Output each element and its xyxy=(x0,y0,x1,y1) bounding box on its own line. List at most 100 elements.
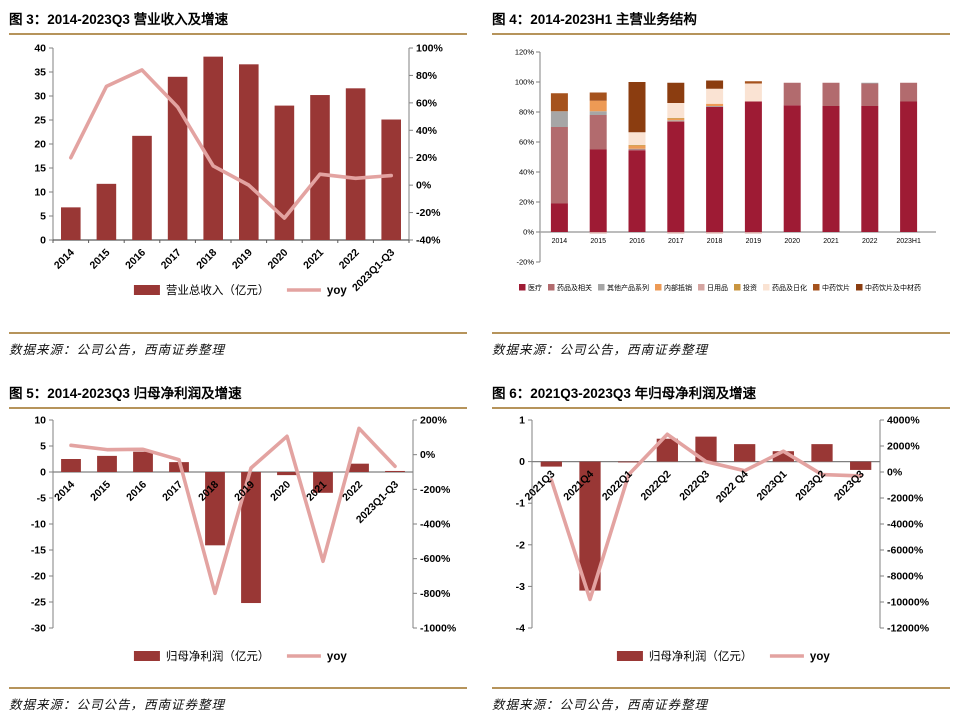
svg-text:2022Q1: 2022Q1 xyxy=(600,468,635,503)
spacer xyxy=(483,314,966,332)
svg-text:2020: 2020 xyxy=(784,238,800,245)
svg-text:-400%: -400% xyxy=(420,519,451,531)
svg-text:20%: 20% xyxy=(519,198,534,207)
svg-text:-600%: -600% xyxy=(420,553,451,565)
svg-text:80%: 80% xyxy=(416,70,438,82)
svg-text:5: 5 xyxy=(40,211,46,223)
svg-text:10: 10 xyxy=(34,187,46,199)
svg-text:-25: -25 xyxy=(31,597,46,609)
svg-text:25: 25 xyxy=(34,115,46,127)
svg-text:2018: 2018 xyxy=(707,238,723,245)
figure5-title-divider xyxy=(9,407,467,409)
figure4-panel: 图 4：2014-2023H1 主营业务结构 -20% 0% 20% 40% 60% 80… xyxy=(483,0,966,374)
svg-text:15: 15 xyxy=(34,163,46,175)
spacer xyxy=(483,678,966,687)
svg-text:2015: 2015 xyxy=(88,247,113,272)
svg-text:60%: 60% xyxy=(416,97,438,109)
svg-text:80%: 80% xyxy=(519,108,534,117)
svg-text:2014: 2014 xyxy=(52,479,77,504)
svg-text:-6000%: -6000% xyxy=(887,545,924,557)
svg-text:35: 35 xyxy=(34,67,46,79)
svg-text:-1000%: -1000% xyxy=(420,623,457,635)
svg-text:5: 5 xyxy=(40,441,46,453)
svg-text:-15: -15 xyxy=(31,545,46,557)
figure5-panel: 图 5：2014-2023Q3 归母净利润及增速 -30 -25 -20 -15 -10… xyxy=(0,374,483,721)
svg-text:200%: 200% xyxy=(420,415,448,427)
svg-text:中药饮片: 中药饮片 xyxy=(822,283,850,292)
figure5-source-divider xyxy=(9,687,467,689)
svg-text:-2: -2 xyxy=(516,539,525,551)
figure3-panel: 图 3：2014-2023Q3 营业收入及增速 0 5 10 15 20 25 30 35 40… xyxy=(0,0,483,374)
svg-text:0: 0 xyxy=(40,467,46,479)
svg-text:yoy: yoy xyxy=(327,651,347,663)
figure3-revenue-combo-chart: 0 5 10 15 20 25 30 35 40 -40% -20% 0% 20% 40% 60% 80% 10… xyxy=(34,43,444,298)
svg-text:10: 10 xyxy=(34,415,46,427)
svg-text:40%: 40% xyxy=(519,168,534,177)
svg-text:20: 20 xyxy=(34,139,46,151)
svg-text:归母净利润（亿元）: 归母净利润（亿元） xyxy=(649,649,753,663)
svg-text:日用品: 日用品 xyxy=(707,284,728,292)
svg-text:yoy: yoy xyxy=(810,651,830,663)
svg-text:1: 1 xyxy=(519,415,525,427)
figure6-title: 图 6：2021Q3-2023Q3 年归母净利润及增速 xyxy=(492,386,757,401)
svg-text:-20%: -20% xyxy=(516,258,534,267)
figure4-source-divider xyxy=(492,332,950,334)
svg-text:20%: 20% xyxy=(416,152,438,164)
svg-text:2016: 2016 xyxy=(629,238,645,245)
svg-text:-10: -10 xyxy=(31,519,46,531)
svg-text:2022 Q4: 2022 Q4 xyxy=(714,468,751,505)
svg-text:2018: 2018 xyxy=(194,247,219,272)
svg-text:-30: -30 xyxy=(31,623,46,635)
spacer xyxy=(0,314,483,332)
svg-text:-12000%: -12000% xyxy=(887,623,930,635)
svg-text:-20: -20 xyxy=(31,571,46,583)
svg-text:0%: 0% xyxy=(887,467,903,479)
svg-text:-3: -3 xyxy=(516,581,525,593)
svg-text:2022Q2: 2022Q2 xyxy=(639,468,674,503)
svg-text:-40%: -40% xyxy=(416,235,441,247)
svg-text:归母净利润（亿元）: 归母净利润（亿元） xyxy=(166,649,270,663)
svg-text:2016: 2016 xyxy=(123,247,148,272)
svg-text:-5: -5 xyxy=(37,493,46,505)
svg-text:2023Q1: 2023Q1 xyxy=(755,468,790,503)
svg-text:2017: 2017 xyxy=(160,479,185,504)
svg-text:2019: 2019 xyxy=(746,238,762,245)
svg-text:yoy: yoy xyxy=(327,285,347,297)
svg-text:2023Q2: 2023Q2 xyxy=(793,468,828,503)
svg-text:-800%: -800% xyxy=(420,588,451,600)
svg-text:30: 30 xyxy=(34,91,46,103)
svg-text:医疗: 医疗 xyxy=(528,283,542,292)
figure3-title-divider xyxy=(9,33,467,35)
figure4-title-divider xyxy=(492,33,950,35)
svg-text:0%: 0% xyxy=(416,180,432,192)
svg-text:2023H1: 2023H1 xyxy=(896,238,921,245)
svg-text:0: 0 xyxy=(40,235,46,247)
svg-text:60%: 60% xyxy=(519,138,534,147)
svg-text:2020: 2020 xyxy=(268,479,293,504)
svg-text:2014: 2014 xyxy=(52,247,77,272)
svg-text:中药饮片及中材药: 中药饮片及中材药 xyxy=(865,283,921,292)
svg-text:-1: -1 xyxy=(516,498,525,510)
svg-text:2017: 2017 xyxy=(668,238,684,245)
svg-text:药品及日化: 药品及日化 xyxy=(772,283,807,292)
svg-text:2015: 2015 xyxy=(590,238,606,245)
figure6-quarterly-net-profit-combo-chart: -4 -3 -2 -1 0 1 -12000% -10000% -8000% -6000% -400… xyxy=(516,415,930,664)
svg-text:营业总收入（亿元）: 营业总收入（亿元） xyxy=(166,283,270,297)
svg-text:2015: 2015 xyxy=(88,479,113,504)
svg-text:-2000%: -2000% xyxy=(887,493,924,505)
spacer xyxy=(0,678,483,687)
figure6-source: 数据来源：公司公告，西南证券整理 xyxy=(492,697,709,712)
svg-text:投资: 投资 xyxy=(743,283,757,292)
svg-text:2000%: 2000% xyxy=(887,441,920,453)
svg-text:40%: 40% xyxy=(416,125,438,137)
svg-text:0%: 0% xyxy=(420,449,436,461)
figure3-title: 图 3：2014-2023Q3 营业收入及增速 xyxy=(9,12,229,27)
svg-text:2022: 2022 xyxy=(337,247,362,272)
svg-text:2014: 2014 xyxy=(552,238,568,245)
svg-text:内部抵销: 内部抵销 xyxy=(664,283,692,292)
svg-text:0%: 0% xyxy=(523,228,534,237)
svg-text:2016: 2016 xyxy=(124,479,149,504)
svg-text:100%: 100% xyxy=(416,43,444,55)
svg-text:-8000%: -8000% xyxy=(887,571,924,583)
